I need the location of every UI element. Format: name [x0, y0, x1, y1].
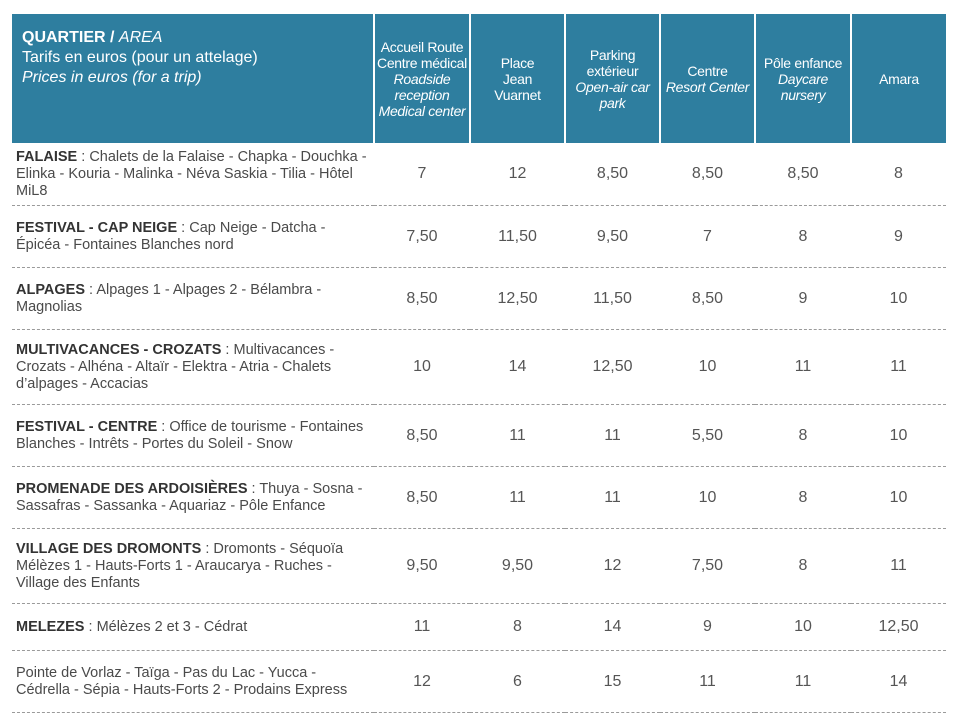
price-cell: 10	[851, 404, 946, 467]
price-cell: 6	[470, 650, 565, 713]
table-header: QUARTIER / AREA Tarifs en euros (pour un…	[12, 14, 946, 143]
price-cell: 11	[851, 329, 946, 405]
price-cell: 11	[565, 466, 660, 529]
price-cell: 8,50	[374, 267, 470, 330]
table-row: Pointe de Vorlaz - Taïga - Pas du Lac - …	[12, 650, 946, 713]
table-row: FALAISE : Chalets de la Falaise - Chapka…	[12, 143, 946, 206]
price-cell: 8,50	[755, 143, 851, 206]
area-cell: MULTIVACANCES - CROZATS : Multivacances …	[12, 329, 374, 405]
price-cell: 10	[851, 267, 946, 330]
price-cell: 8	[755, 404, 851, 467]
table-row: ALPAGES : Alpages 1 - Alpages 2 - Bélamb…	[12, 267, 946, 330]
price-cell: 8,50	[660, 143, 755, 206]
area-cell: FESTIVAL - CENTRE : Office de tourisme -…	[12, 404, 374, 467]
price-cell: 11	[470, 404, 565, 467]
price-cell: 14	[565, 603, 660, 651]
table-row: PROMENADE DES ARDOISIÈRES : Thuya - Sosn…	[12, 466, 946, 529]
price-table-container: QUARTIER / AREA Tarifs en euros (pour un…	[12, 14, 946, 713]
price-cell: 10	[374, 329, 470, 405]
price-cell: 8,50	[660, 267, 755, 330]
price-cell: 10	[755, 603, 851, 651]
price-cell: 14	[470, 329, 565, 405]
price-cell: 5,50	[660, 404, 755, 467]
area-cell: Pointe de Vorlaz - Taïga - Pas du Lac - …	[12, 650, 374, 713]
table-row: FESTIVAL - CAP NEIGE : Cap Neige - Datch…	[12, 205, 946, 268]
price-cell: 12,50	[470, 267, 565, 330]
table-body: FALAISE : Chalets de la Falaise - Chapka…	[12, 143, 946, 713]
price-cell: 14	[851, 650, 946, 713]
price-cell: 12	[470, 143, 565, 206]
header-tariff-en: Prices in euros (for a trip)	[22, 69, 202, 86]
price-cell: 8	[755, 205, 851, 268]
price-cell: 10	[851, 466, 946, 529]
header-tariff-fr: Tarifs en euros (pour un attelage)	[22, 49, 258, 66]
price-cell: 7	[660, 205, 755, 268]
price-cell: 11	[660, 650, 755, 713]
price-cell: 9,50	[374, 528, 470, 604]
price-table: QUARTIER / AREA Tarifs en euros (pour un…	[12, 14, 946, 713]
price-cell: 8,50	[374, 404, 470, 467]
price-cell: 11	[565, 404, 660, 467]
price-cell: 9	[755, 267, 851, 330]
price-cell: 12	[565, 528, 660, 604]
area-cell: VILLAGE DES DROMONTS : Dromonts - Séquoï…	[12, 528, 374, 604]
price-cell: 9,50	[565, 205, 660, 268]
price-cell: 8	[755, 528, 851, 604]
price-cell: 9	[660, 603, 755, 651]
header-col-parking: Parking extérieur Open-air car park	[564, 14, 660, 143]
header-col-pole-enfance: Pôle enfance Daycare nursery	[754, 14, 851, 143]
price-cell: 11,50	[470, 205, 565, 268]
price-cell: 12	[374, 650, 470, 713]
area-cell: PROMENADE DES ARDOISIÈRES : Thuya - Sosn…	[12, 466, 374, 529]
price-cell: 12,50	[565, 329, 660, 405]
header-area-cell: QUARTIER / AREA Tarifs en euros (pour un…	[12, 14, 374, 143]
price-cell: 7,50	[374, 205, 470, 268]
price-cell: 11	[755, 650, 851, 713]
price-cell: 10	[660, 466, 755, 529]
header-col-centre: Centre Resort Center	[659, 14, 755, 143]
price-cell: 11	[851, 528, 946, 604]
area-cell: FALAISE : Chalets de la Falaise - Chapka…	[12, 143, 374, 206]
price-cell: 11,50	[565, 267, 660, 330]
table-row: FESTIVAL - CENTRE : Office de tourisme -…	[12, 404, 946, 467]
price-cell: 11	[755, 329, 851, 405]
price-cell: 7	[374, 143, 470, 206]
price-cell: 11	[470, 466, 565, 529]
price-cell: 10	[660, 329, 755, 405]
header-col-amara: Amara	[850, 14, 946, 143]
table-row: MELEZES : Mélèzes 2 et 3 - Cédrat 11 8 1…	[12, 603, 946, 651]
price-cell: 9	[851, 205, 946, 268]
table-row: VILLAGE DES DROMONTS : Dromonts - Séquoï…	[12, 528, 946, 604]
price-cell: 8,50	[374, 466, 470, 529]
price-cell: 8,50	[565, 143, 660, 206]
price-cell: 8	[470, 603, 565, 651]
header-col-place-jean-vuarnet: Place Jean Vuarnet	[469, 14, 565, 143]
area-cell: MELEZES : Mélèzes 2 et 3 - Cédrat	[12, 603, 374, 651]
price-cell: 11	[374, 603, 470, 651]
price-cell: 8	[851, 143, 946, 206]
header-col-accueil: Accueil Route Centre médical Roadside re…	[373, 14, 470, 143]
area-cell: FESTIVAL - CAP NEIGE : Cap Neige - Datch…	[12, 205, 374, 268]
price-cell: 7,50	[660, 528, 755, 604]
price-cell: 12,50	[851, 603, 946, 651]
header-area-title: QUARTIER / AREA	[22, 29, 163, 46]
price-cell: 15	[565, 650, 660, 713]
price-cell: 8	[755, 466, 851, 529]
area-cell: ALPAGES : Alpages 1 - Alpages 2 - Bélamb…	[12, 267, 374, 330]
table-row: MULTIVACANCES - CROZATS : Multivacances …	[12, 329, 946, 405]
price-cell: 9,50	[470, 528, 565, 604]
